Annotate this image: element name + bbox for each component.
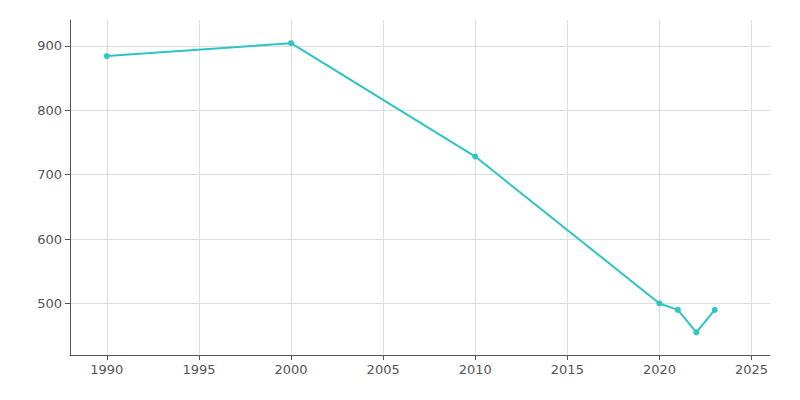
svg-text:500: 500: [37, 296, 62, 311]
svg-text:2020: 2020: [643, 362, 676, 377]
svg-text:700: 700: [37, 167, 62, 182]
svg-text:900: 900: [37, 38, 62, 53]
svg-text:600: 600: [37, 232, 62, 247]
svg-text:2010: 2010: [459, 362, 492, 377]
svg-text:2000: 2000: [275, 362, 308, 377]
svg-text:800: 800: [37, 103, 62, 118]
svg-text:1990: 1990: [90, 362, 123, 377]
svg-text:1995: 1995: [182, 362, 215, 377]
svg-text:2025: 2025: [735, 362, 768, 377]
svg-text:2005: 2005: [367, 362, 400, 377]
svg-text:2015: 2015: [551, 362, 584, 377]
